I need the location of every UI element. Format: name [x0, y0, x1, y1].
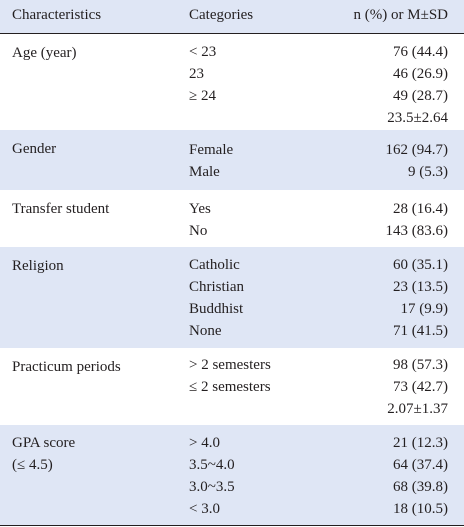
row-category: No	[189, 223, 208, 239]
row-value: 9 (5.3)	[408, 164, 448, 180]
header-value: n (%) or M±SD	[353, 7, 448, 23]
row-category: > 2 semesters	[189, 357, 271, 373]
row-category: 23	[189, 66, 204, 82]
table-row: 3.5~4.0 64 (37.4)	[0, 454, 464, 476]
row-value: 49 (28.7)	[393, 88, 448, 104]
row-category: ≤ 2 semesters	[189, 379, 271, 395]
row-value: 98 (57.3)	[393, 357, 448, 373]
group-label: Practicum periods	[12, 359, 121, 375]
group-gender: Gender Female 162 (94.7) Male 9 (5.3)	[0, 130, 464, 190]
table-row: Christian 23 (13.5)	[0, 276, 464, 298]
row-category: Catholic	[189, 257, 240, 273]
group-label: GPA score (≤ 4.5)	[12, 435, 76, 473]
row-value: 64 (37.4)	[393, 457, 448, 473]
row-category: Female	[189, 142, 234, 158]
table-row: 23.5±2.64	[0, 107, 464, 129]
row-category: < 23	[189, 44, 217, 60]
row-value: 68 (39.8)	[393, 479, 448, 495]
header-characteristics: Characteristics	[12, 7, 102, 23]
table-row: Female 162 (94.7)	[0, 139, 464, 161]
group-transfer-student: Transfer student Yes 28 (16.4) No 143 (8…	[0, 190, 464, 247]
row-value: 18 (10.5)	[393, 501, 448, 517]
group-label: Age (year)	[12, 45, 77, 61]
row-value: 2.07±1.37	[387, 401, 448, 417]
row-category: 3.0~3.5	[189, 479, 235, 495]
group-age: Age (year) < 23 76 (44.4) 23 46 (26.9) ≥…	[0, 34, 464, 130]
table-row: < 3.0 18 (10.5)	[0, 498, 464, 520]
table-row: Buddhist 17 (9.9)	[0, 298, 464, 320]
row-value: 21 (12.3)	[393, 435, 448, 451]
table-row: > 2 semesters 98 (57.3)	[0, 354, 464, 376]
table-row: ≥ 24 49 (28.7)	[0, 85, 464, 107]
row-value: 60 (35.1)	[393, 257, 448, 273]
table-row: 3.0~3.5 68 (39.8)	[0, 476, 464, 498]
header-categories: Categories	[189, 7, 254, 23]
table-row: > 4.0 21 (12.3)	[0, 432, 464, 454]
row-value: 28 (16.4)	[393, 201, 448, 217]
row-value: 76 (44.4)	[393, 44, 448, 60]
table-row: Yes 28 (16.4)	[0, 198, 464, 220]
row-value: 73 (42.7)	[393, 379, 448, 395]
table-row: Catholic 60 (35.1)	[0, 254, 464, 276]
group-practicum-periods: Practicum periods > 2 semesters 98 (57.3…	[0, 348, 464, 425]
group-gpa-score: GPA score (≤ 4.5) > 4.0 21 (12.3) 3.5~4.…	[0, 425, 464, 525]
table-row: 23 46 (26.9)	[0, 63, 464, 85]
table-row: < 23 76 (44.4)	[0, 41, 464, 63]
row-category: ≥ 24	[189, 88, 216, 104]
row-category: Male	[189, 164, 220, 180]
row-value: 23.5±2.64	[387, 110, 448, 126]
row-category: Yes	[189, 201, 211, 217]
row-value: 17 (9.9)	[400, 301, 449, 317]
row-category: Buddhist	[189, 301, 244, 317]
row-value: 23 (13.5)	[393, 279, 448, 295]
table-header: Characteristics Categories n (%) or M±SD	[0, 0, 464, 34]
row-value: 71 (41.5)	[393, 323, 448, 339]
row-category: Christian	[189, 279, 244, 295]
table-row: Male 9 (5.3)	[0, 161, 464, 183]
row-value: 46 (26.9)	[393, 66, 448, 82]
row-category: < 3.0	[189, 501, 220, 517]
row-category: 3.5~4.0	[189, 457, 235, 473]
table-row: 2.07±1.37	[0, 398, 464, 420]
row-value: 143 (83.6)	[385, 223, 449, 239]
row-category: None	[189, 323, 222, 339]
table-row: None 71 (41.5)	[0, 320, 464, 342]
group-religion: Religion Catholic 60 (35.1) Christian 23…	[0, 247, 464, 348]
row-value: 162 (94.7)	[385, 142, 449, 158]
table-bottom-rule	[0, 525, 464, 526]
row-category: > 4.0	[189, 435, 220, 451]
group-label: Transfer student	[12, 201, 110, 217]
group-label: Gender	[12, 141, 57, 157]
table-row: ≤ 2 semesters 73 (42.7)	[0, 376, 464, 398]
table-row: No 143 (83.6)	[0, 220, 464, 242]
group-label: Religion	[12, 258, 64, 274]
